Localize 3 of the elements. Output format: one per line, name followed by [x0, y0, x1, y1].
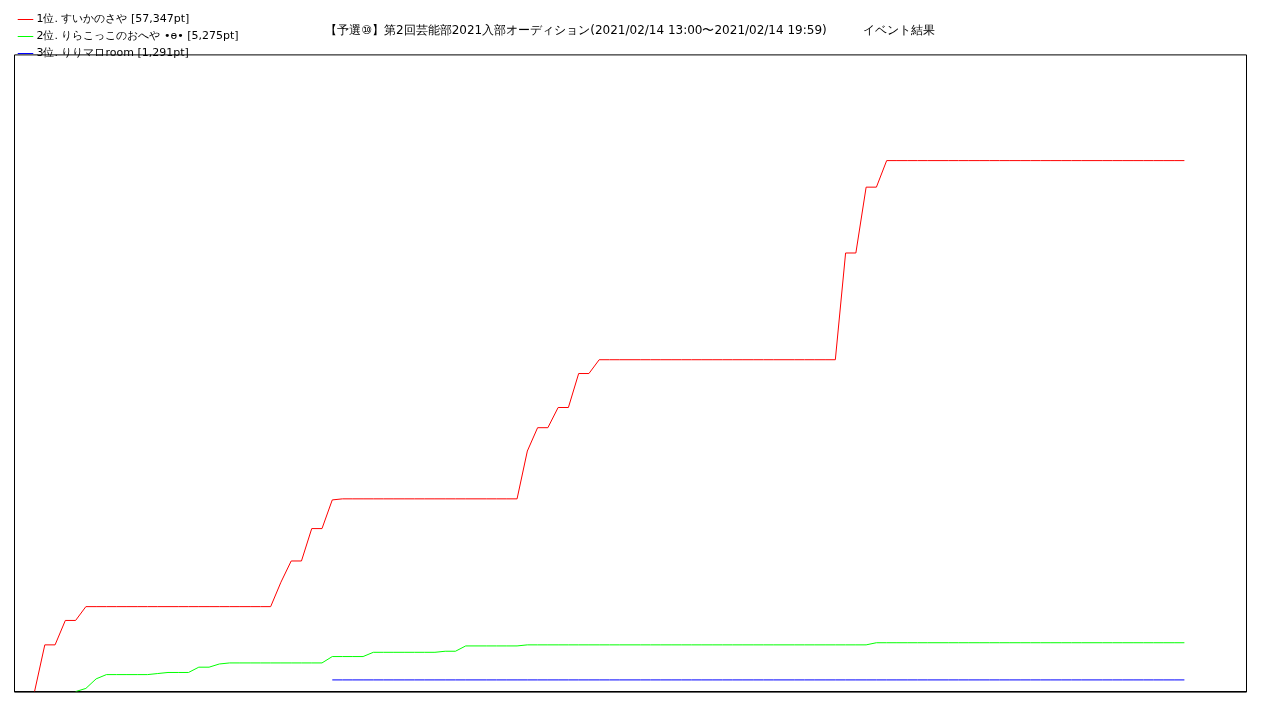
legend-label: 2位. りらこっこのおへや •ɵ• [5,275pt] — [36, 29, 239, 43]
chart-title: 【予選⑩】第2回芸能部2021入部オーディション(2021/02/14 13:00〜2021/02/14 19:59) イベント結果 — [325, 23, 935, 38]
legend-label: 1位. すいかのさや [57,347pt] — [36, 12, 190, 26]
